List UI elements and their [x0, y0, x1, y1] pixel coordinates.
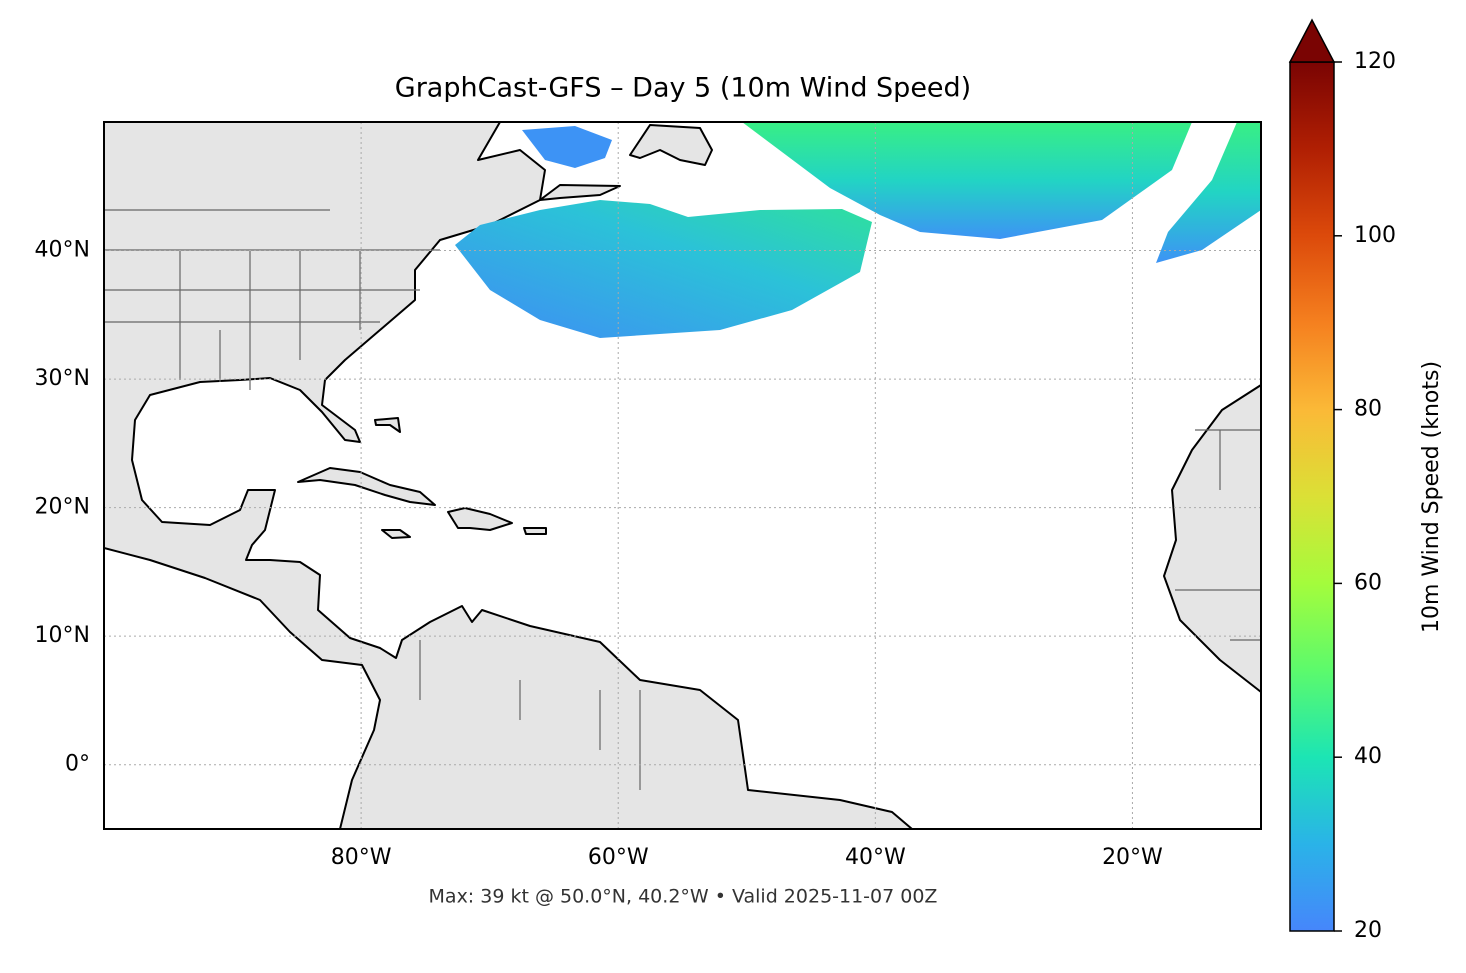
x-tick-label: 40°W [845, 845, 906, 870]
africa [1163, 384, 1261, 829]
hispaniola [447, 507, 513, 531]
wind-swath [455, 200, 872, 338]
jamaica [381, 529, 411, 539]
wind-swath [522, 126, 612, 168]
colorbar-tick-label: 40 [1354, 744, 1382, 769]
state-borders [104, 209, 1261, 790]
wind-swath [1156, 122, 1261, 263]
colorbar-extend [1288, 18, 1336, 63]
x-tick-label: 80°W [331, 845, 392, 870]
wind-swath [742, 122, 1192, 239]
colorbar-tick-label: 80 [1354, 397, 1382, 422]
colorbar-tick-label: 100 [1354, 223, 1396, 248]
x-tick-label: 60°W [588, 845, 649, 870]
colorbar-label: 10m Wind Speed (knots) [1419, 361, 1444, 633]
puerto-rico [523, 527, 547, 535]
footnote: Max: 39 kt @ 50.0°N, 40.2°W • Valid 2025… [429, 886, 938, 908]
chart-title: GraphCast-GFS – Day 5 (10m Wind Speed) [395, 73, 971, 104]
bahamas [374, 417, 401, 433]
y-tick-label: 10°N [35, 623, 90, 648]
x-tick-label: 20°W [1102, 845, 1163, 870]
y-tick-label: 30°N [35, 366, 90, 391]
y-tick-label: 40°N [35, 238, 90, 263]
wind-field [455, 122, 1261, 338]
colorbar [1289, 61, 1335, 932]
colorbar-tick-label: 20 [1354, 918, 1382, 943]
colorbar-tick-label: 120 [1354, 49, 1396, 74]
y-tick-label: 0° [65, 752, 90, 777]
map-frame [103, 121, 1262, 830]
newfoundland [629, 124, 713, 166]
cuba [297, 467, 436, 506]
colorbar-tick-label: 60 [1354, 570, 1382, 595]
y-tick-label: 20°N [35, 495, 90, 520]
map-area [104, 122, 1261, 829]
americas [104, 122, 913, 829]
nova-scotia [539, 184, 621, 201]
